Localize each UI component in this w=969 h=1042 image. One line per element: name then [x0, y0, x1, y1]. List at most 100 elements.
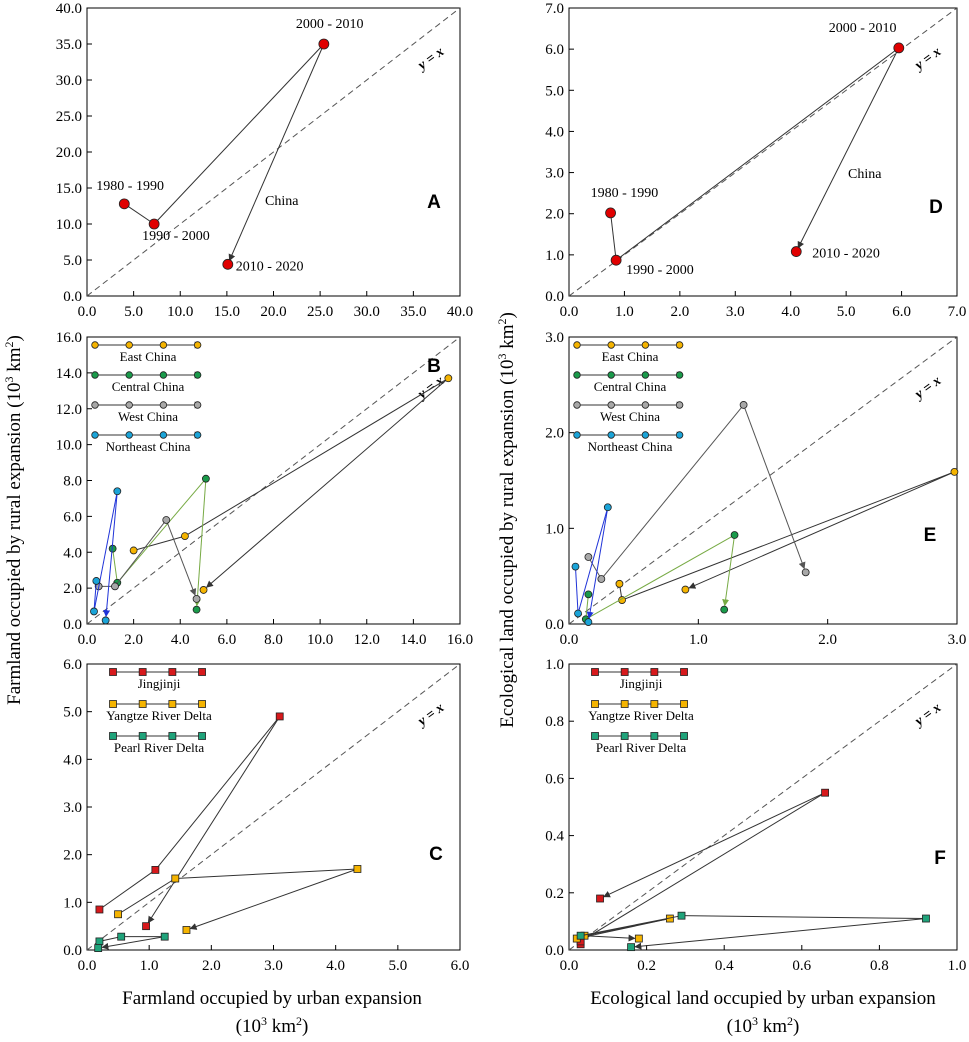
legend-marker — [138, 700, 147, 708]
legend-marker — [125, 341, 133, 349]
y-tick-label: 4.0 — [545, 124, 564, 140]
point-label: 1990 - 2000 — [626, 263, 694, 278]
series-segment — [189, 868, 358, 930]
y-label-right-sup2: 2 — [495, 319, 509, 325]
legend-marker — [109, 668, 117, 676]
series-segment — [585, 534, 735, 620]
legend-label: Northeast China — [106, 439, 191, 454]
data-point — [353, 865, 362, 873]
legend-marker — [193, 341, 202, 349]
x-tick-label: 10.0 — [307, 632, 333, 648]
legend-label: East China — [120, 349, 177, 364]
data-point — [95, 937, 104, 946]
data-point — [603, 503, 612, 512]
y-tick-label: 12.0 — [56, 402, 82, 418]
legend-label: Yangtze River Delta — [106, 708, 212, 723]
legend-label: Central China — [594, 379, 667, 394]
y-axis-label-left: Farmland occupied by rural expansion (10… — [2, 335, 25, 705]
region-label: China — [265, 194, 299, 209]
y-tick-label: 0.6 — [545, 771, 564, 787]
legend-marker — [573, 401, 581, 409]
y-tick-label: 0.0 — [545, 943, 564, 959]
legend-marker — [198, 732, 206, 740]
series-segment — [206, 377, 449, 588]
panel-letter: B — [427, 356, 441, 377]
y-tick-label: 6.0 — [63, 657, 82, 673]
legend-marker — [91, 431, 99, 439]
panel-B: 0.0 2.0 4.0 6.0 8.0 10.0 12.0 14.0 16.0 0.0 2.0 4.0… — [56, 330, 473, 648]
x-tick-label: 6.0 — [218, 632, 237, 648]
diagonal-label: y = x — [414, 701, 447, 731]
diagonal-line — [568, 663, 958, 951]
data-point — [618, 596, 626, 604]
panel-C: 0.0 1.0 2.0 3.0 4.0 5.0 6.0 0.0 1.0 2.0 3.0 4.0 5.0 6… — [63, 657, 469, 974]
x-tick-label: 0.0 — [560, 958, 579, 974]
x-tick-label: 12.0 — [354, 632, 380, 648]
series-segment — [574, 566, 579, 614]
legend-marker — [198, 668, 206, 676]
y-label-left-text: Farmland occupied by rural expansion (10 — [4, 382, 25, 704]
data-point — [192, 605, 201, 614]
data-point — [681, 585, 690, 594]
legend-label: West China — [600, 409, 660, 424]
data-point — [95, 905, 104, 914]
legend-marker — [125, 431, 133, 439]
y-tick-label: 2.0 — [63, 581, 82, 597]
region-label: China — [848, 167, 882, 182]
x-tick-label: 2.0 — [202, 958, 221, 974]
data-point — [201, 474, 210, 483]
data-point — [584, 553, 593, 561]
legend-marker — [607, 401, 615, 409]
data-point — [627, 943, 635, 952]
x-tick-label: 4.0 — [326, 958, 345, 974]
data-point — [117, 932, 126, 941]
data-point — [790, 246, 802, 257]
legend-marker — [620, 668, 629, 676]
data-point — [192, 594, 201, 603]
legend-marker — [675, 431, 684, 439]
data-point — [576, 931, 585, 940]
x-label-left-tail: km — [267, 1016, 296, 1037]
point-label: 2000 - 2010 — [296, 17, 364, 32]
y-label-right-close: ) — [497, 312, 518, 318]
y-tick-label: 2.0 — [63, 848, 82, 864]
series-segment — [112, 548, 118, 583]
legend-marker — [607, 371, 615, 379]
legend-marker — [138, 732, 147, 740]
series-segment — [577, 507, 609, 614]
data-point — [730, 531, 739, 539]
y-tick-label: 15.0 — [56, 181, 82, 197]
y-tick-label: 0.0 — [63, 289, 82, 305]
x-label-right-tail: km — [758, 1016, 787, 1037]
series-segment — [117, 878, 176, 915]
legend-marker — [109, 732, 117, 740]
series-segment — [587, 556, 602, 580]
legend-label: East China — [602, 349, 659, 364]
series-segment — [610, 212, 617, 261]
legend-marker — [591, 700, 599, 708]
point-label: 1980 - 1990 — [591, 186, 659, 201]
legend-marker — [159, 341, 168, 349]
data-point — [101, 616, 110, 625]
y-tick-label: 1.0 — [63, 895, 82, 911]
plot-frame — [568, 7, 958, 297]
data-point — [148, 218, 160, 230]
y-tick-label: 0.0 — [63, 617, 82, 633]
x-tick-label: 4.0 — [171, 632, 190, 648]
x-tick-label: 0.4 — [715, 958, 734, 974]
y-tick-label: 16.0 — [56, 330, 82, 346]
data-point — [111, 582, 119, 591]
y-tick-label: 5.0 — [63, 253, 82, 269]
series-segment — [621, 471, 955, 601]
y-tick-label: 0.8 — [545, 714, 564, 730]
y-tick-label: 0.0 — [545, 617, 564, 633]
series-segment — [603, 792, 826, 898]
x-tick-label: 0.0 — [78, 304, 97, 320]
x-tick-label: 15.0 — [214, 304, 240, 320]
data-point — [444, 374, 453, 383]
x-tick-label: 1.0 — [140, 958, 159, 974]
legend-marker — [607, 341, 615, 349]
series-segment — [228, 43, 325, 262]
series-segment — [103, 491, 118, 618]
series-segment — [586, 507, 609, 619]
